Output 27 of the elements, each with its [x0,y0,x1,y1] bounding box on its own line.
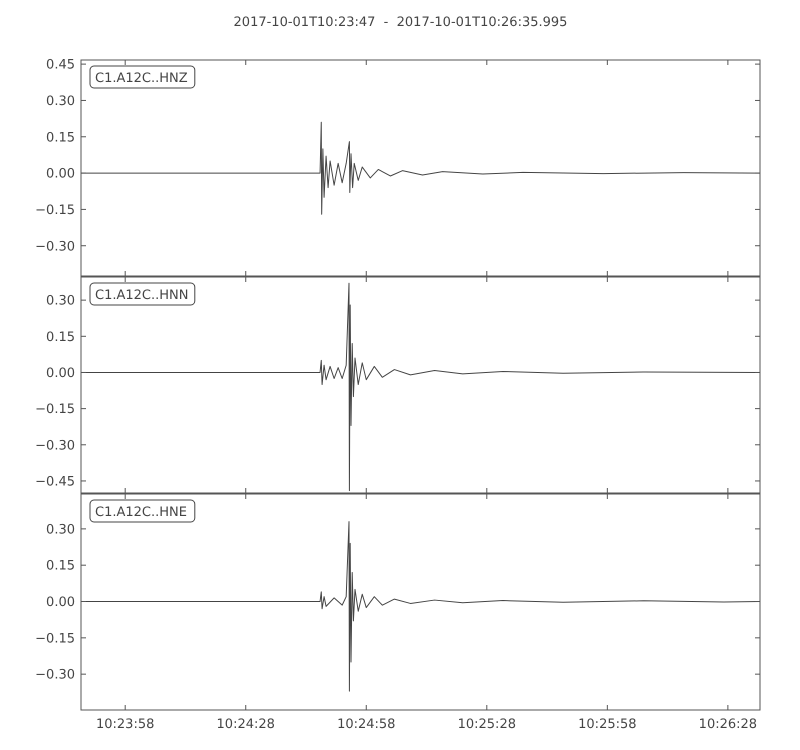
y-tick-label: −0.15 [35,631,75,646]
y-tick-label: −0.30 [35,668,75,683]
y-tick-label: 0.15 [46,130,75,146]
x-tick-label: 10:24:58 [337,717,396,732]
x-tick-label: 10:24:28 [216,717,275,732]
y-tick-label: −0.15 [35,202,75,218]
chart-title: 2017-10-01T10:23:47 - 2017-10-01T10:26:35.995 [234,15,568,30]
x-tick-label: 10:23:58 [96,717,154,732]
y-tick-label: 0.00 [46,595,75,610]
x-tick-label: 10:26:28 [698,717,758,732]
y-tick-label: 0.30 [46,294,75,309]
y-tick-label: 0.15 [46,558,75,574]
y-tick-label: −0.30 [35,438,75,454]
text: C1.A12C..HNN [95,288,188,303]
text: C1.A12C..HNZ [95,71,188,86]
y-tick-label: −0.30 [35,239,75,254]
y-tick-label: 0.00 [46,166,75,182]
x-tick-label: 10:25:28 [458,717,516,732]
y-tick-label: 0.30 [46,522,75,538]
y-tick-label: 0.45 [46,58,75,73]
y-tick-label: −0.15 [35,402,75,418]
x-tick-label: 10:25:58 [578,717,637,732]
text: C1.A12C..HNE [95,505,187,520]
y-tick-label: −0.45 [35,474,75,490]
y-tick-label: 0.30 [46,94,75,109]
y-tick-label: 0.00 [46,366,75,382]
y-tick-label: 0.15 [46,330,75,345]
